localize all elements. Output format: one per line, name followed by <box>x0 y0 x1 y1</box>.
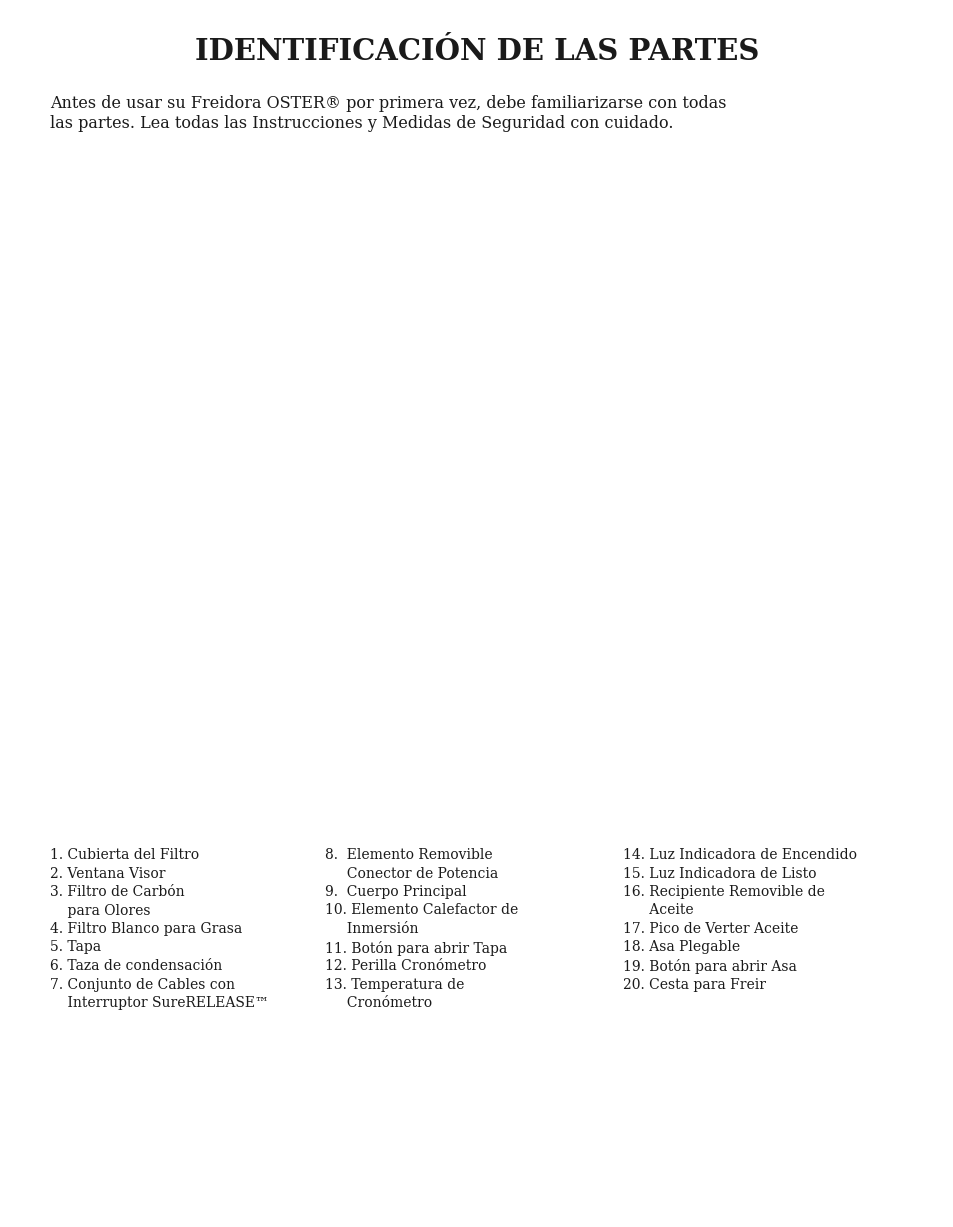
Text: 19. Botón para abrir Asa: 19. Botón para abrir Asa <box>622 960 796 974</box>
Text: IDENTIFICACIÓN DE LAS PARTES: IDENTIFICACIÓN DE LAS PARTES <box>194 38 759 66</box>
Text: 9.  Cuerpo Principal: 9. Cuerpo Principal <box>325 885 466 899</box>
Text: 10. Elemento Calefactor de: 10. Elemento Calefactor de <box>325 903 517 918</box>
Text: 15. Luz Indicadora de Listo: 15. Luz Indicadora de Listo <box>622 866 816 881</box>
Text: 3. Filtro de Carbón: 3. Filtro de Carbón <box>50 885 185 899</box>
Text: 11. Botón para abrir Tapa: 11. Botón para abrir Tapa <box>325 941 507 956</box>
Text: Interruptor SureRELEASE™: Interruptor SureRELEASE™ <box>50 996 269 1010</box>
Text: 14. Luz Indicadora de Encendido: 14. Luz Indicadora de Encendido <box>622 848 856 863</box>
Text: 20. Cesta para Freir: 20. Cesta para Freir <box>622 978 765 991</box>
Text: para Olores: para Olores <box>50 903 151 918</box>
Text: Conector de Potencia: Conector de Potencia <box>325 866 497 881</box>
Text: Antes de usar su Freidora OSTER® por primera vez, debe familiarizarse con todas: Antes de usar su Freidora OSTER® por pri… <box>50 94 726 112</box>
Text: 13. Temperatura de: 13. Temperatura de <box>325 978 464 991</box>
Text: 1. Cubierta del Filtro: 1. Cubierta del Filtro <box>50 848 199 863</box>
Text: 18. Asa Plegable: 18. Asa Plegable <box>622 941 740 955</box>
Text: 5. Tapa: 5. Tapa <box>50 941 101 955</box>
Text: 16. Recipiente Removible de: 16. Recipiente Removible de <box>622 885 824 899</box>
Text: Inmersión: Inmersión <box>325 921 418 936</box>
Text: 8.  Elemento Removible: 8. Elemento Removible <box>325 848 492 863</box>
Text: 17. Pico de Verter Aceite: 17. Pico de Verter Aceite <box>622 921 798 936</box>
Text: las partes. Lea todas las Instrucciones y Medidas de Seguridad con cuidado.: las partes. Lea todas las Instrucciones … <box>50 115 673 133</box>
Text: 7. Conjunto de Cables con: 7. Conjunto de Cables con <box>50 978 234 991</box>
Text: Cronómetro: Cronómetro <box>325 996 432 1010</box>
Text: 2. Ventana Visor: 2. Ventana Visor <box>50 866 165 881</box>
Text: 12. Perilla Cronómetro: 12. Perilla Cronómetro <box>325 960 486 973</box>
Text: 6. Taza de condensación: 6. Taza de condensación <box>50 960 222 973</box>
Text: 4. Filtro Blanco para Grasa: 4. Filtro Blanco para Grasa <box>50 921 242 936</box>
Text: Aceite: Aceite <box>622 903 693 918</box>
